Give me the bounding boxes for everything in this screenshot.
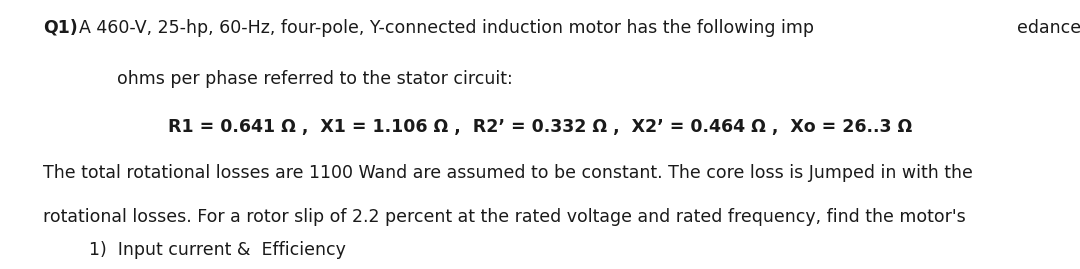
Text: edances in: edances in [1017,19,1080,37]
Text: The total rotational losses are 1100 Wand are assumed to be constant. The core l: The total rotational losses are 1100 Wan… [43,164,973,182]
Text: 1)  Input current &  Efficiency: 1) Input current & Efficiency [89,241,346,259]
Text: R1 = 0.641 Ω ,  X1 = 1.106 Ω ,  R2’ = 0.332 Ω ,  X2’ = 0.464 Ω ,  Xo = 26..3 Ω: R1 = 0.641 Ω , X1 = 1.106 Ω , R2’ = 0.33… [167,118,913,136]
Text: Q1): Q1) [43,19,78,37]
Text: rotational losses. For a rotor slip of 2.2 percent at the rated voltage and rate: rotational losses. For a rotor slip of 2… [43,208,966,226]
Text: ohms per phase referred to the stator circuit:: ohms per phase referred to the stator ci… [117,70,512,88]
Text: A 460-V, 25-hp, 60-Hz, four-pole, Y-connected induction motor has the following : A 460-V, 25-hp, 60-Hz, four-pole, Y-conn… [79,19,814,37]
